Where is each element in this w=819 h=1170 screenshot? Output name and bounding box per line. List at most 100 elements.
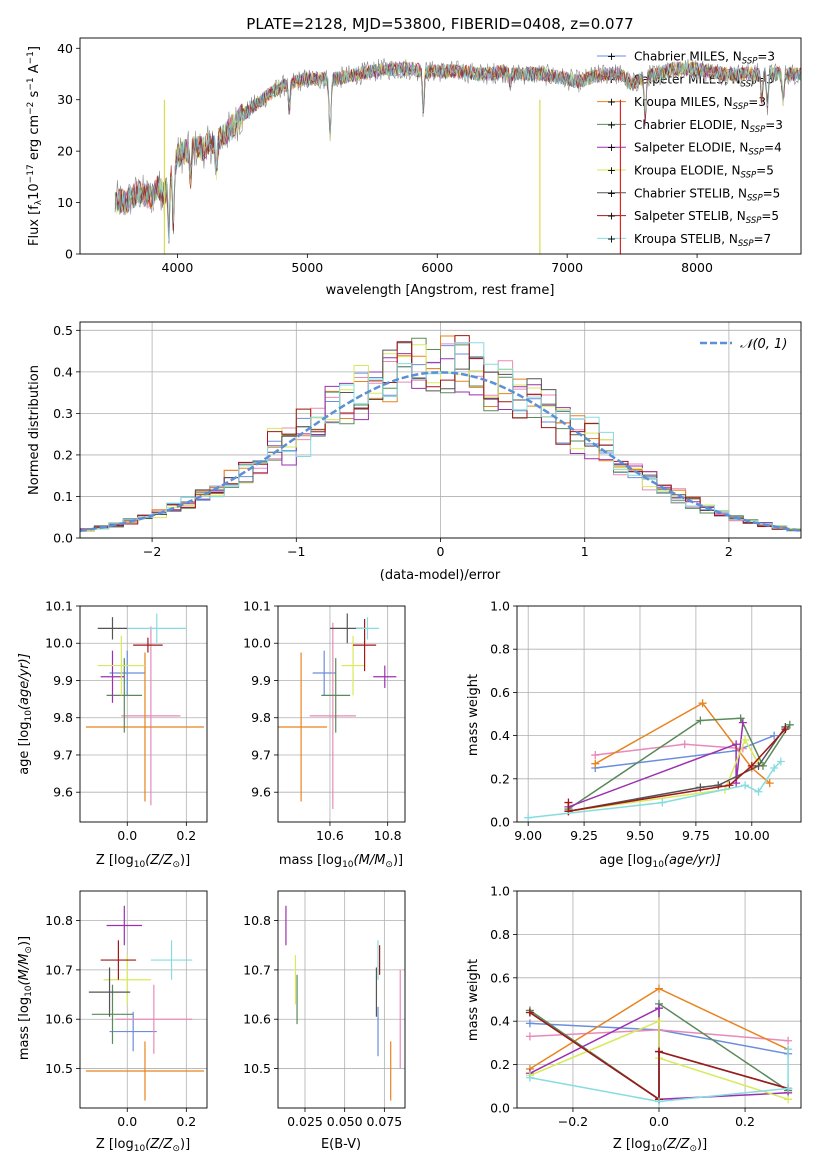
- weight-marker: [524, 813, 533, 822]
- legend-name: Chabrier MILES, N: [634, 50, 742, 64]
- legend-label: Salpeter ELODIE, NSSP=4: [634, 141, 782, 158]
- mass-vs-z-frame: [79, 890, 208, 1109]
- weight-marker: [741, 781, 750, 790]
- legend-value: =3: [765, 118, 783, 132]
- y-tick-label: 9.6: [53, 785, 73, 800]
- y-tick-label: 10.6: [243, 1012, 271, 1027]
- weight-marker: [781, 725, 790, 734]
- y-tick-label: 10.5: [243, 1061, 271, 1076]
- weight-marker: [738, 718, 747, 727]
- age-vs-metallicity-panel: age [log10(age/yr)] Z [log10(Z/Z⊙)] 0.0 0…: [17, 599, 208, 870]
- legend-sub: SSP: [750, 125, 766, 135]
- legend-sub: SSP: [741, 79, 757, 89]
- x-tick-label: −0.2: [558, 1114, 588, 1129]
- mass-vs-z-plot: [80, 891, 207, 1108]
- weight-marker: [696, 716, 705, 725]
- y-tick-label: 10.6: [45, 1012, 73, 1027]
- x-tick-label: 2: [725, 544, 733, 559]
- y-tick-label: 0.8: [490, 642, 510, 657]
- y-tick-label: 9.8: [53, 710, 73, 725]
- x-tick-label: 5000: [291, 260, 323, 275]
- weight-marker: [564, 798, 573, 807]
- residual-xlabel: (data-model)/error: [380, 568, 501, 583]
- legend-marker: +: [607, 118, 616, 131]
- weight-marker: [525, 1073, 534, 1082]
- wz-ylabel: mass weight: [466, 959, 481, 1041]
- weight-marker: [525, 1019, 534, 1028]
- legend-value: =5: [763, 186, 781, 200]
- x-tick-label: 4000: [162, 260, 194, 275]
- y-tick-label: 0.1: [53, 489, 73, 504]
- y-tick-label: 0.4: [490, 728, 510, 743]
- weight-line-7: [529, 1011, 789, 1101]
- legend-marker: +: [607, 164, 616, 177]
- x-tick-label: 0.2: [176, 828, 196, 843]
- legend-sub: SSP: [747, 193, 763, 203]
- age-vs-mass-frame: [277, 605, 406, 823]
- weight-vs-age-plot: [517, 606, 801, 822]
- y-tick-label: 10: [57, 195, 73, 210]
- y-tick-label: 10.8: [243, 913, 271, 928]
- x-tick-label: 8000: [681, 260, 713, 275]
- y-tick-label: 0.5: [53, 323, 73, 338]
- legend-marker: +: [607, 232, 616, 245]
- y-tick-label: 30: [57, 92, 73, 107]
- y-tick-label: 10.7: [45, 962, 73, 977]
- legend-sub: SSP: [741, 171, 757, 181]
- x-tick-label: 9.00: [514, 828, 542, 843]
- y-tick-label: 10.0: [45, 636, 73, 651]
- weight-line-5: [568, 738, 760, 812]
- massebv-xlabel: E(B-V): [321, 1137, 361, 1152]
- y-tick-label: 0.0: [490, 815, 510, 830]
- agez-xlabel: Z [log10(Z/Z⊙)]: [96, 853, 190, 870]
- weight-marker: [732, 779, 741, 788]
- weight-vs-age-panel: mass weight age [log10(age/yr)] 9.00 9.25…: [466, 599, 802, 870]
- weight-marker: [525, 1008, 534, 1017]
- x-tick-label: 0.050: [327, 1114, 363, 1129]
- x-tick-label: 0.0: [117, 1114, 137, 1129]
- weight-marker: [655, 1047, 663, 1056]
- legend-value: =4: [764, 141, 782, 155]
- legend-sub: SSP: [746, 216, 762, 226]
- x-tick-label: 7000: [551, 260, 583, 275]
- weight-line-8: [528, 760, 782, 819]
- weight-marker: [765, 779, 774, 788]
- y-tick-label: 0.2: [490, 771, 510, 786]
- y-tick-label: 10.5: [45, 1061, 73, 1076]
- weight-marker: [770, 731, 779, 740]
- x-tick-label: 0.2: [176, 1114, 196, 1129]
- legend-sub: SSP: [742, 57, 758, 67]
- x-tick-label: 0.0: [117, 828, 137, 843]
- model-spectrum-7: [114, 61, 801, 234]
- weight-marker: [785, 720, 794, 729]
- y-tick-label: 0.2: [490, 1057, 510, 1072]
- y-tick-label: 0.8: [490, 927, 510, 942]
- age-vs-z-plot: [80, 606, 207, 822]
- weight-marker: [747, 761, 756, 770]
- legend-label: Kroupa ELODIE, NSSP=5: [634, 164, 774, 181]
- x-tick-label: 6000: [421, 260, 453, 275]
- y-tick-label: 9.8: [251, 710, 271, 725]
- legend-sub: SSP: [738, 239, 754, 249]
- normal-curve: [80, 371, 801, 532]
- weight-marker: [655, 1097, 663, 1106]
- y-tick-label: 0: [65, 247, 73, 262]
- y-tick-label: 0.0: [53, 531, 73, 546]
- y-tick-label: 0.6: [490, 685, 510, 700]
- weight-line-2: [594, 702, 771, 784]
- residual-hist-frame: [79, 321, 802, 539]
- x-tick-label: 0.025: [287, 1114, 323, 1129]
- massz-xlabel: Z [log10(Z/Z⊙)]: [96, 1137, 190, 1154]
- legend-name: Kroupa MILES, N: [634, 95, 733, 109]
- residual-histogram-panel: (data-model)/error Normed distribution 𝒩…: [27, 321, 802, 583]
- weight-marker: [754, 787, 763, 796]
- y-tick-label: 9.9: [251, 673, 271, 688]
- y-tick-label: 0.4: [53, 364, 73, 379]
- x-tick-label: 10.00: [734, 828, 770, 843]
- mass-vs-ebv-plot: [278, 891, 405, 1108]
- legend-marker: +: [607, 210, 616, 223]
- weight-marker: [655, 1017, 663, 1026]
- legend-value: =5: [756, 164, 774, 178]
- legend-value: =7: [754, 232, 772, 246]
